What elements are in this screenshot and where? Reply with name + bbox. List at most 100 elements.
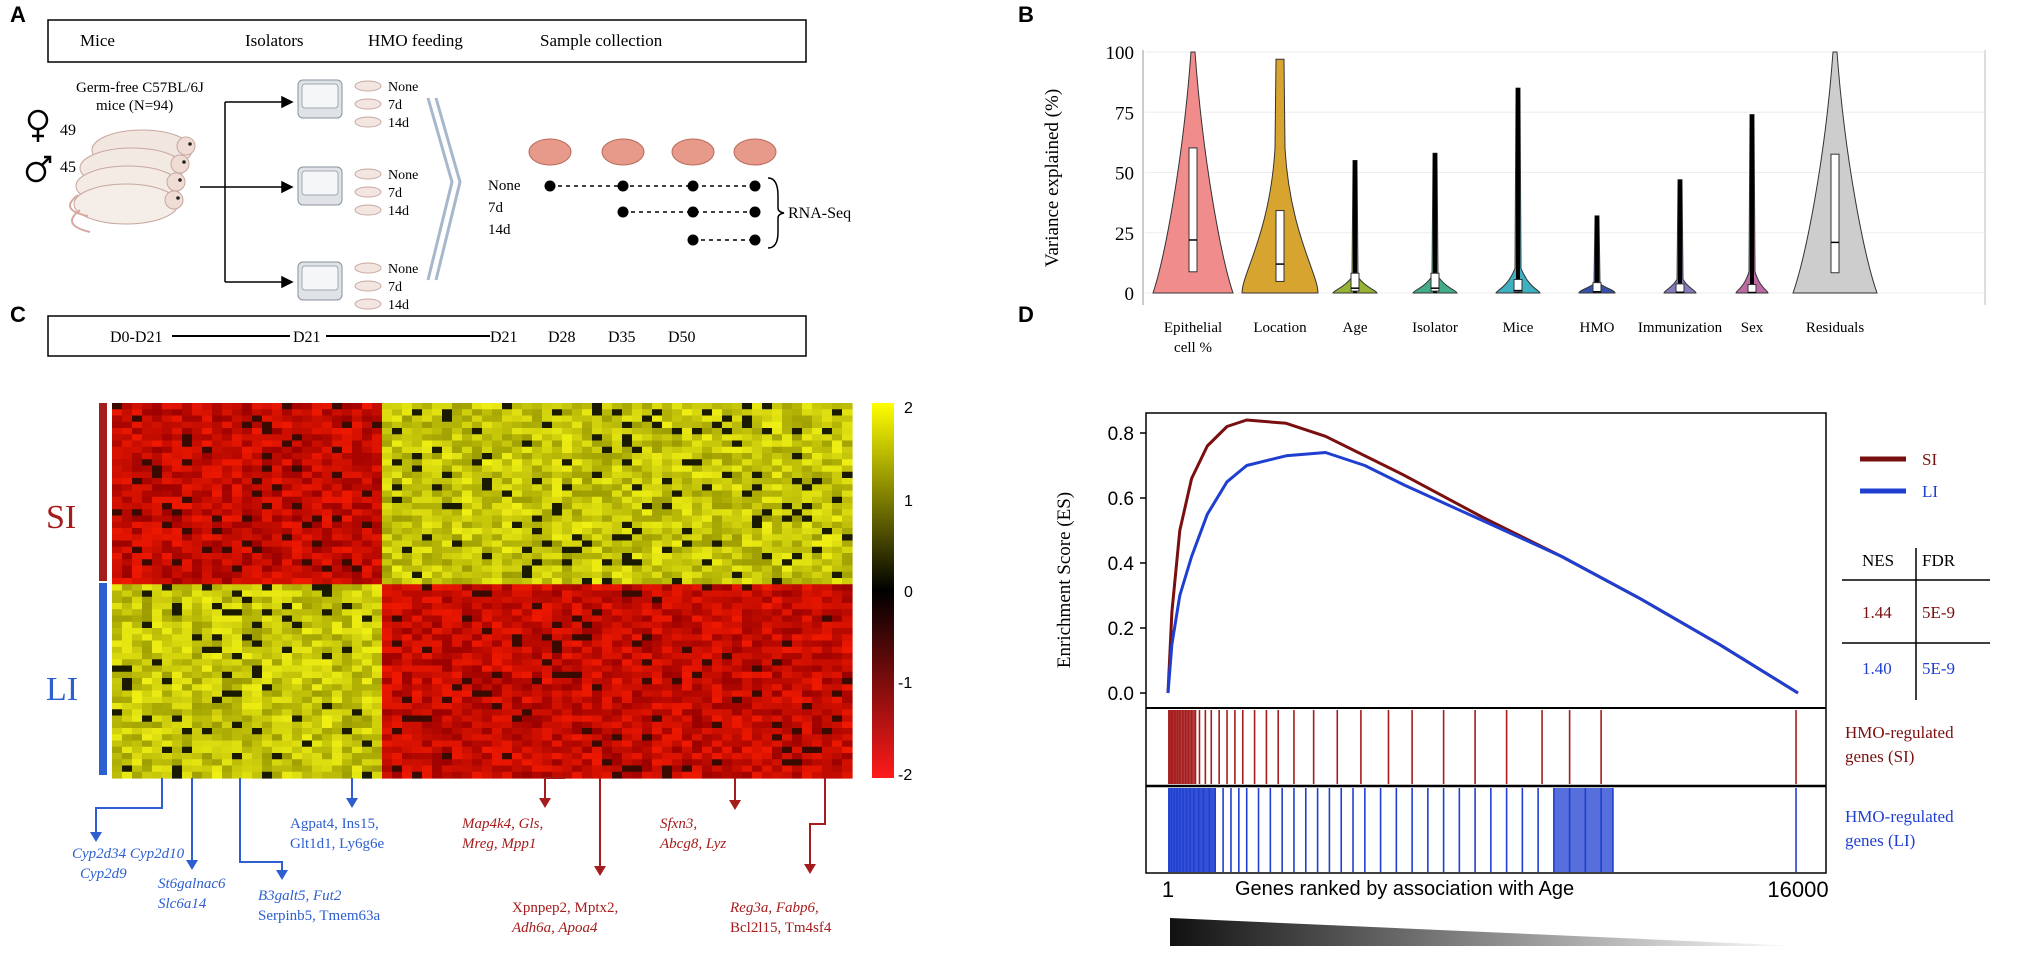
panel-a: Mice Isolators HMO feeding Sample collec…: [25, 19, 851, 357]
d-ytick-label: 0.0: [1108, 684, 1134, 705]
genes-blue-3-line1: B3galt5, Fut2: [258, 888, 342, 904]
box-2: [1350, 272, 1360, 292]
b-xtick-label: Residuals: [1806, 320, 1864, 336]
genes-red-1-line1: Map4k4, Gls,: [461, 816, 543, 832]
b-xtick-label: Mice: [1503, 320, 1534, 336]
collection-7d: 7d: [488, 200, 504, 216]
genes-red-3-line2: Abcg8, Lyz: [659, 836, 726, 852]
stats-header-fdr: FDR: [1922, 551, 1956, 570]
b-ytick-label: 25: [1115, 224, 1134, 245]
b-ytick-label: 75: [1115, 103, 1134, 124]
timeline-d50: D50: [668, 329, 696, 346]
scale-tick-1: 1: [904, 493, 913, 510]
hit-li-dense: [1168, 788, 1216, 872]
d-xtick-1: 1: [1162, 877, 1174, 902]
feed-none-1: None: [388, 80, 418, 95]
es-line-li: [1166, 451, 1799, 695]
stats-li-nes: 1.40: [1862, 659, 1892, 678]
box-4: [1513, 279, 1523, 293]
feed-7d-2: 7d: [388, 186, 402, 201]
female-count: 49: [60, 122, 76, 139]
b-xtick-label: Location: [1253, 320, 1307, 336]
male-icon: [25, 155, 52, 183]
d-ytick-label: 0.4: [1108, 554, 1135, 575]
box-6: [1675, 283, 1685, 294]
box-3: [1430, 272, 1440, 292]
feed-none-2: None: [388, 168, 418, 183]
box-8: [1830, 153, 1840, 274]
b-y-label: Variance explained (%): [1042, 89, 1063, 267]
feeding-group-2: None 7d 14d: [354, 168, 418, 219]
feeding-group-3: None 7d 14d: [354, 262, 418, 313]
d-y-label: Enrichment Score (ES): [1054, 492, 1075, 668]
genes-blue-1-line1: Cyp2d34 Cyp2d10: [72, 846, 185, 862]
violin-1: [1241, 58, 1319, 294]
panel-d-enrichment-plot: Enrichment Score (ES) 0.00.20.40.60.8 1 …: [1054, 412, 1990, 946]
panel-label-b: B: [1018, 2, 1034, 27]
li-label: LI: [46, 671, 78, 708]
stats-header-nes: NES: [1862, 551, 1894, 570]
feeding-group-1: None 7d 14d: [354, 80, 418, 131]
heatmap-color-scale: [872, 403, 894, 778]
genes-blue-2-line2: Slc6a14: [158, 896, 207, 912]
hit-si-dense: [1168, 710, 1196, 784]
hits-li-label-line2: genes (LI): [1845, 831, 1915, 850]
box-0: [1188, 147, 1198, 273]
panel-label-a: A: [10, 2, 26, 27]
collection-none: None: [488, 178, 521, 194]
genes-blue-4-line2: Glt1d1, Ly6g6e: [290, 836, 385, 852]
timeline-d21-a: D21: [293, 329, 321, 346]
d-ytick-label: 0.6: [1108, 489, 1134, 510]
collection-14d: 14d: [488, 222, 511, 238]
branch-arrows: [200, 95, 294, 289]
scale-tick-2: 2: [904, 400, 913, 417]
genes-red-2-line1: Xpnpep2, Mptx2,: [512, 900, 618, 916]
b-ytick-label: 100: [1106, 43, 1135, 64]
mice-desc-line2: mice (N=94): [96, 98, 173, 114]
header-box: [47, 19, 807, 63]
feed-14d-2: 14d: [388, 204, 409, 219]
red-gene-arrows: [544, 777, 826, 868]
header-hmo-feeding: HMO feeding: [368, 31, 463, 50]
timeline-box: [47, 315, 807, 357]
panel-label-c: C: [10, 302, 26, 327]
header-isolators: Isolators: [245, 31, 304, 50]
genes-red-4-line1: Reg3a, Fabp6,: [729, 900, 819, 916]
b-xtick-label: Epithelial: [1164, 320, 1222, 336]
li-bar: [99, 583, 107, 775]
panel-label-d: D: [1018, 302, 1034, 327]
chevron-icon: [426, 97, 454, 281]
d-x-label: Genes ranked by association with Age: [1235, 878, 1574, 900]
legend-si-label: SI: [1922, 450, 1937, 469]
collection-dots: [544, 180, 761, 246]
timeline-d0-d21: D0-D21: [110, 329, 162, 346]
hits-si-label-line1: HMO-regulated: [1845, 723, 1954, 742]
box-5: [1592, 282, 1602, 294]
panel-b-violin-chart: Variance explained (%) 0 25 50 75 100 Epithe…: [1042, 43, 1986, 356]
scale-tick-0: 0: [904, 584, 913, 601]
stats-si-nes: 1.44: [1862, 603, 1892, 622]
feed-7d-3: 7d: [388, 280, 402, 295]
box-7: [1747, 284, 1757, 294]
box-1: [1275, 210, 1285, 282]
stats-si-fdr: 5E-9: [1922, 603, 1955, 622]
timeline-d28: D28: [548, 329, 576, 346]
blue-gene-arrows: [95, 778, 353, 872]
genes-blue-3-line2: Serpinb5, Tmem63a: [258, 908, 381, 924]
d-xtick-16000: 16000: [1767, 877, 1828, 902]
heatmap-grid: [112, 403, 853, 779]
feed-14d-3: 14d: [388, 298, 409, 313]
legend-li-label: LI: [1922, 482, 1938, 501]
b-xtick-label: Immunization: [1638, 320, 1723, 336]
genes-blue-4-line1: Agpat4, Ins15,: [290, 816, 379, 832]
b-xtick-label: cell %: [1174, 340, 1212, 356]
b-xtick-label: Sex: [1741, 320, 1764, 336]
panel-c-heatmap: SI LI 2 1 0 -1 -2 Cyp2d34 Cyp2d10 Cyp2d9…: [46, 400, 913, 936]
male-count: 45: [60, 159, 76, 176]
hits-si-label-line2: genes (SI): [1845, 747, 1914, 766]
feed-7d-1: 7d: [388, 98, 402, 113]
d-frame: [1145, 412, 1827, 874]
genes-blue-1-line2: Cyp2d9: [80, 866, 127, 882]
genes-red-1-line2: Mreg, Mpp1: [461, 836, 536, 852]
